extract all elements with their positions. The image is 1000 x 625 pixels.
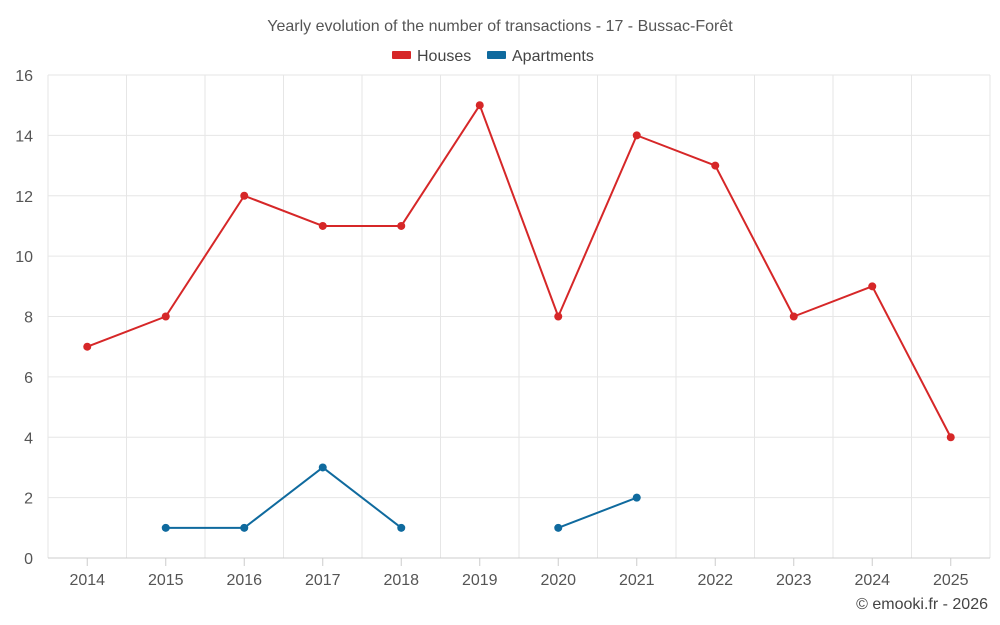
data-point-houses[interactable]	[318, 221, 327, 230]
x-tick-label: 2024	[854, 572, 890, 589]
y-tick-label: 14	[15, 128, 33, 145]
series-layer	[83, 101, 955, 532]
y-tick-label: 8	[24, 310, 33, 327]
x-tick-label: 2017	[305, 572, 341, 589]
credit-text: © emooki.fr - 2026	[856, 596, 988, 613]
x-tick-label: 2015	[148, 572, 184, 589]
y-tick-label: 4	[24, 430, 33, 447]
y-tick-label: 2	[24, 491, 33, 508]
x-tick-label: 2019	[462, 572, 498, 589]
data-point-apartments[interactable]	[554, 523, 563, 532]
x-tick-label: 2023	[776, 572, 812, 589]
y-tick-label: 6	[24, 370, 33, 387]
x-axis-ticks: 2014 2015 2016 2017 2018 2019 2020 2021 2022 2023…	[69, 558, 969, 589]
x-tick-label: 2020	[540, 572, 576, 589]
series-line-apartments	[165, 466, 402, 529]
data-point-houses[interactable]	[83, 342, 92, 351]
chart-title: Yearly evolution of the number of transa…	[267, 18, 733, 35]
data-point-houses[interactable]	[868, 282, 877, 291]
data-point-houses[interactable]	[240, 191, 249, 200]
y-tick-label: 0	[24, 551, 33, 568]
data-point-houses[interactable]	[554, 312, 563, 321]
x-tick-label: 2014	[69, 572, 105, 589]
legend-item-houses[interactable]: Houses	[392, 48, 471, 65]
y-tick-label: 10	[15, 249, 33, 266]
x-tick-label: 2025	[933, 572, 969, 589]
data-point-houses[interactable]	[161, 312, 170, 321]
data-point-houses[interactable]	[711, 161, 720, 170]
x-tick-label: 2022	[697, 572, 733, 589]
data-point-houses[interactable]	[632, 131, 641, 140]
data-point-apartments[interactable]	[240, 523, 249, 532]
gridlines	[47, 74, 991, 559]
x-tick-label: 2021	[619, 572, 655, 589]
data-point-houses[interactable]	[789, 312, 798, 321]
legend-label-houses: Houses	[417, 48, 471, 65]
data-point-apartments[interactable]	[397, 523, 406, 532]
data-point-apartments[interactable]	[318, 463, 327, 472]
legend: Houses Apartments	[392, 48, 594, 65]
x-tick-label: 2018	[383, 572, 419, 589]
y-tick-label: 12	[15, 189, 33, 206]
series-line-apartments	[557, 496, 638, 529]
legend-swatch-houses	[392, 51, 411, 59]
series-line-houses	[86, 104, 952, 438]
y-axis-ticks: 0 2 4 6 8 10 12 14 16	[15, 68, 33, 568]
x-tick-label: 2016	[226, 572, 262, 589]
data-point-houses[interactable]	[946, 433, 955, 442]
legend-swatch-apartments	[487, 51, 506, 59]
legend-label-apartments: Apartments	[512, 48, 594, 65]
data-point-houses[interactable]	[397, 221, 406, 230]
legend-item-apartments[interactable]: Apartments	[487, 48, 594, 65]
data-point-houses[interactable]	[475, 101, 484, 110]
y-tick-label: 16	[15, 68, 33, 85]
data-point-apartments[interactable]	[632, 493, 641, 502]
data-point-apartments[interactable]	[161, 523, 170, 532]
